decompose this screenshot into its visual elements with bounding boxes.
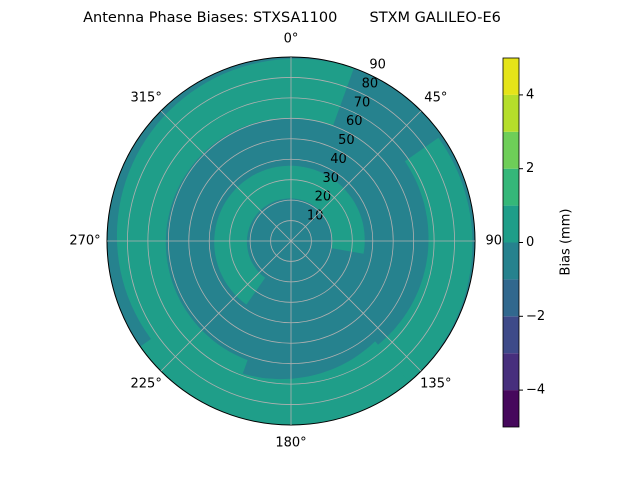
colorbar-band xyxy=(503,131,519,169)
colorbar-band xyxy=(503,94,519,132)
colorbar-band xyxy=(503,390,519,427)
grid-spoke xyxy=(290,240,422,372)
colorbar-label: Bias (mm) xyxy=(559,209,574,276)
colorbar-tick-label: −2 xyxy=(526,309,545,324)
colorbar-band xyxy=(503,205,519,243)
chart-title: Antenna Phase Biases: STXSA1100 STXM GAL… xyxy=(83,10,501,26)
colorbar-band xyxy=(503,316,519,354)
grid-spoke xyxy=(290,110,422,242)
colorbar-band xyxy=(503,279,519,317)
contour-region xyxy=(116,58,354,399)
theta-tick-label: 45° xyxy=(424,91,447,106)
colorbar-band xyxy=(503,242,519,280)
r-tick-label: 70 xyxy=(354,95,371,110)
theta-tick-label: 270° xyxy=(69,234,100,249)
grid-spoke xyxy=(160,240,292,372)
theta-tick-label: 0° xyxy=(284,32,299,47)
contour-region xyxy=(214,165,365,305)
r-tick-label: 90 xyxy=(369,58,386,73)
colorbar-band xyxy=(503,58,519,95)
colorbar-tick-label: 4 xyxy=(526,87,534,102)
theta-tick-label: 135° xyxy=(420,376,451,391)
r-tick-label: 60 xyxy=(346,114,363,129)
r-tick-label: 50 xyxy=(338,133,355,148)
colorbar-band xyxy=(503,353,519,391)
colorbar-tick-label: 0 xyxy=(526,235,534,250)
grid-spoke xyxy=(160,110,292,242)
r-tick-label: 40 xyxy=(330,152,347,167)
r-tick-label: 80 xyxy=(362,76,379,91)
r-tick-label: 20 xyxy=(315,190,332,205)
contour-region xyxy=(358,137,473,401)
theta-tick-label: 225° xyxy=(131,376,162,391)
r-tick-label: 30 xyxy=(322,171,339,186)
theta-tick-label: 180° xyxy=(275,436,306,451)
theta-tick-label: 315° xyxy=(131,91,162,106)
colorbar-tick-label: 2 xyxy=(526,161,534,176)
colorbar-band xyxy=(503,168,519,206)
contour-region xyxy=(140,325,410,425)
colorbar-tick-label: −4 xyxy=(526,383,545,398)
